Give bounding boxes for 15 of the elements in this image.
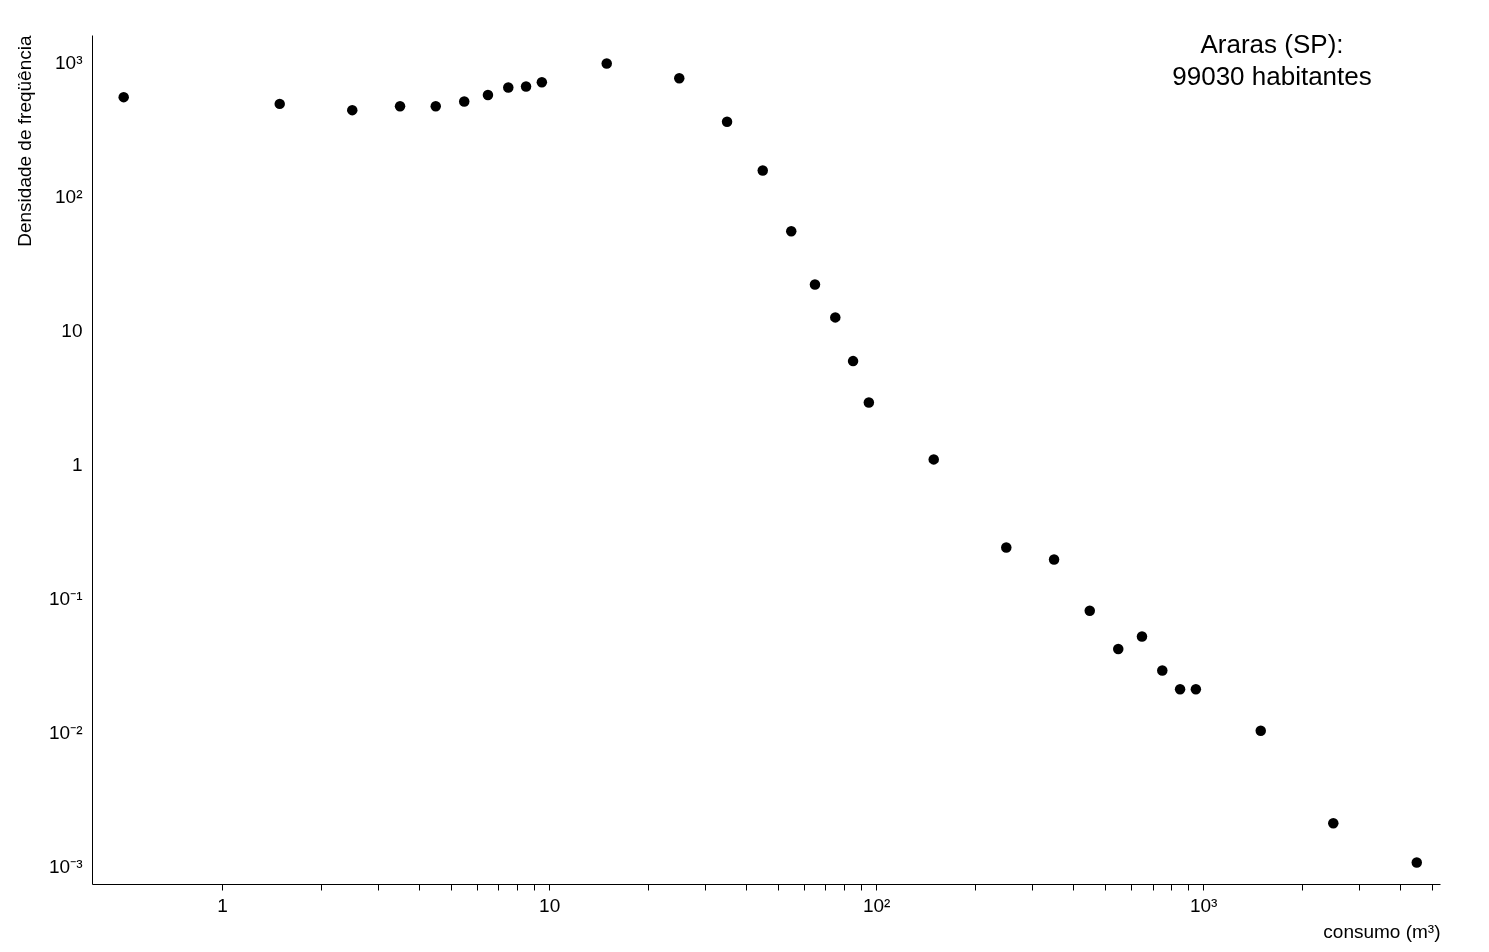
y-tick-label: 10² xyxy=(55,185,83,207)
x-axis-title: consumo (m³) xyxy=(1323,920,1441,942)
x-tick-label: 10³ xyxy=(1189,894,1218,916)
annotation: Araras (SP): xyxy=(1200,29,1344,59)
y-tick-label: 10⁻² xyxy=(49,721,83,743)
x-tick-label: 10 xyxy=(539,894,561,916)
annotation: 99030 habitantes xyxy=(1172,61,1372,91)
y-tick-label: 10⁻³ xyxy=(49,855,83,877)
y-tick-label: 10³ xyxy=(55,51,83,73)
x-tick-label: 1 xyxy=(217,894,228,916)
y-tick-label: 10⁻¹ xyxy=(49,587,83,609)
x-tick-label: 10² xyxy=(862,894,891,916)
y-tick-label: 10 xyxy=(61,319,83,341)
y-tick-label: 1 xyxy=(71,453,83,475)
y-axis-title: Densidade de freqüência xyxy=(13,35,35,247)
